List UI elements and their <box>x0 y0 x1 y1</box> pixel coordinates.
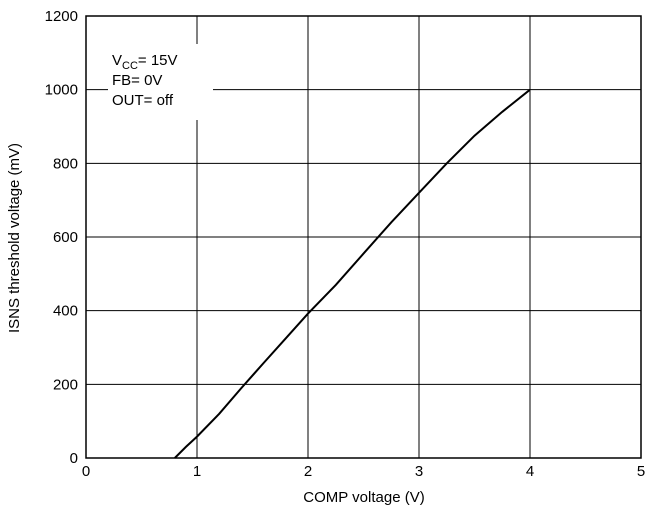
annotation-fb: FB= 0V <box>112 72 162 89</box>
y-axis-label: ISNS threshold voltage (mV) <box>6 143 23 333</box>
x-tick-label: 0 <box>82 463 90 480</box>
y-tick-label: 400 <box>53 303 78 320</box>
y-tick-labels: 0 200 400 600 800 1000 1200 <box>45 8 78 467</box>
x-axis-label: COMP voltage (V) <box>303 489 424 506</box>
annotation-out: OUT= off <box>112 92 174 109</box>
y-tick-label: 0 <box>70 450 78 467</box>
x-tick-label: 2 <box>304 463 312 480</box>
annotation-box <box>108 44 213 120</box>
x-tick-label: 5 <box>637 463 645 480</box>
x-tick-label: 1 <box>193 463 201 480</box>
y-tick-label: 1200 <box>45 8 78 25</box>
x-tick-label: 4 <box>526 463 534 480</box>
y-tick-label: 600 <box>53 229 78 246</box>
plot-frame <box>85 15 642 459</box>
annotation-vcc: VCC= 15V <box>112 52 178 72</box>
grid-lines <box>86 16 641 458</box>
y-tick-label: 1000 <box>45 82 78 99</box>
x-tick-labels: 0 1 2 3 4 5 <box>82 463 645 480</box>
y-tick-label: 800 <box>53 155 78 172</box>
x-tick-label: 3 <box>415 463 423 480</box>
y-tick-label: 200 <box>53 376 78 393</box>
series-line <box>174 88 531 459</box>
